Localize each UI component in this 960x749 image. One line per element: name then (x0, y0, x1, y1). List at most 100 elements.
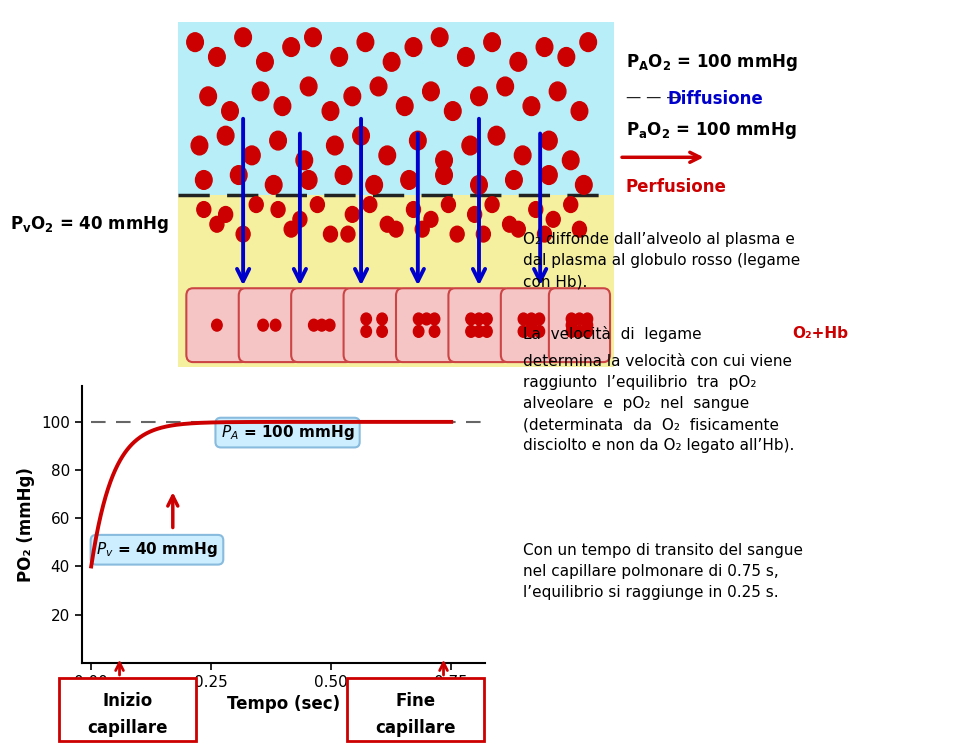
Circle shape (357, 33, 373, 52)
Circle shape (331, 48, 348, 66)
X-axis label: Tempo (sec): Tempo (sec) (227, 695, 340, 713)
Circle shape (580, 33, 596, 52)
Circle shape (526, 313, 537, 325)
Circle shape (572, 221, 587, 237)
Y-axis label: PO₂ (mmHg): PO₂ (mmHg) (17, 467, 36, 582)
Circle shape (308, 319, 319, 331)
Circle shape (574, 326, 585, 337)
Circle shape (429, 313, 440, 325)
Circle shape (466, 326, 476, 337)
Circle shape (468, 207, 482, 222)
Circle shape (529, 201, 542, 217)
Circle shape (442, 197, 455, 213)
Circle shape (405, 37, 421, 56)
Text: Diffusione: Diffusione (667, 90, 763, 108)
Circle shape (379, 146, 396, 165)
Circle shape (546, 211, 561, 227)
Circle shape (271, 201, 285, 217)
Circle shape (549, 82, 565, 100)
Circle shape (503, 216, 516, 232)
Circle shape (497, 77, 514, 96)
Circle shape (200, 87, 216, 106)
Circle shape (416, 221, 429, 237)
FancyBboxPatch shape (347, 679, 484, 741)
Text: — — —: — — — (626, 90, 691, 105)
Circle shape (222, 102, 238, 121)
Circle shape (476, 226, 491, 242)
Text: Inizio: Inizio (102, 692, 153, 710)
Circle shape (518, 326, 529, 337)
Circle shape (344, 87, 361, 106)
Circle shape (473, 326, 484, 337)
Text: capillare: capillare (375, 719, 455, 737)
Circle shape (574, 313, 585, 325)
Circle shape (506, 171, 522, 189)
Circle shape (566, 326, 577, 337)
Circle shape (323, 102, 339, 121)
Circle shape (230, 166, 247, 184)
Text: $\mathbf{P_v}$$\mathbf{O_2}$ = 40 mmHg: $\mathbf{P_v}$$\mathbf{O_2}$ = 40 mmHg (10, 214, 168, 235)
Circle shape (363, 197, 376, 213)
Circle shape (512, 221, 525, 237)
Circle shape (431, 28, 448, 46)
Circle shape (534, 326, 544, 337)
Circle shape (429, 326, 440, 337)
Circle shape (515, 146, 531, 165)
Circle shape (256, 52, 274, 71)
Circle shape (523, 97, 540, 115)
Circle shape (558, 48, 575, 66)
Text: Perfusione: Perfusione (626, 178, 727, 196)
Circle shape (406, 201, 420, 217)
Circle shape (485, 197, 499, 213)
Circle shape (518, 313, 529, 325)
Circle shape (324, 319, 335, 331)
Circle shape (582, 313, 592, 325)
Circle shape (470, 175, 488, 194)
Circle shape (510, 52, 527, 71)
Circle shape (317, 319, 327, 331)
Circle shape (526, 326, 537, 337)
Circle shape (361, 313, 372, 325)
Text: O₂+Hb: O₂+Hb (792, 326, 848, 341)
Bar (178, 22, 614, 195)
Circle shape (236, 226, 251, 242)
Circle shape (458, 48, 474, 66)
Circle shape (566, 319, 577, 331)
Circle shape (482, 313, 492, 325)
Circle shape (352, 127, 370, 145)
Circle shape (540, 131, 557, 150)
Circle shape (304, 28, 322, 46)
Circle shape (576, 175, 592, 194)
Circle shape (341, 226, 355, 242)
Circle shape (377, 326, 387, 337)
Circle shape (210, 216, 224, 232)
Circle shape (566, 313, 577, 325)
Circle shape (538, 226, 551, 242)
Text: $\mathbf{P_a}$$\mathbf{O_2}$ = 100 mmHg: $\mathbf{P_a}$$\mathbf{O_2}$ = 100 mmHg (626, 120, 797, 141)
Circle shape (534, 313, 544, 325)
Circle shape (250, 197, 263, 213)
FancyBboxPatch shape (448, 288, 510, 362)
Text: Fine: Fine (396, 692, 435, 710)
Circle shape (422, 82, 440, 100)
Circle shape (296, 151, 313, 169)
Circle shape (421, 313, 432, 325)
Circle shape (470, 87, 488, 106)
Circle shape (346, 207, 359, 222)
Circle shape (380, 216, 395, 232)
Circle shape (396, 97, 413, 115)
FancyBboxPatch shape (396, 288, 457, 362)
Circle shape (217, 127, 234, 145)
Circle shape (310, 197, 324, 213)
Text: $P_A$ = 100 mmHg: $P_A$ = 100 mmHg (221, 423, 354, 442)
Circle shape (211, 319, 222, 331)
Circle shape (300, 171, 317, 189)
Circle shape (450, 226, 464, 242)
Circle shape (489, 127, 505, 145)
Circle shape (389, 221, 403, 237)
Circle shape (484, 33, 500, 52)
FancyBboxPatch shape (501, 288, 562, 362)
Circle shape (197, 201, 211, 217)
Circle shape (414, 326, 424, 337)
Circle shape (582, 326, 592, 337)
